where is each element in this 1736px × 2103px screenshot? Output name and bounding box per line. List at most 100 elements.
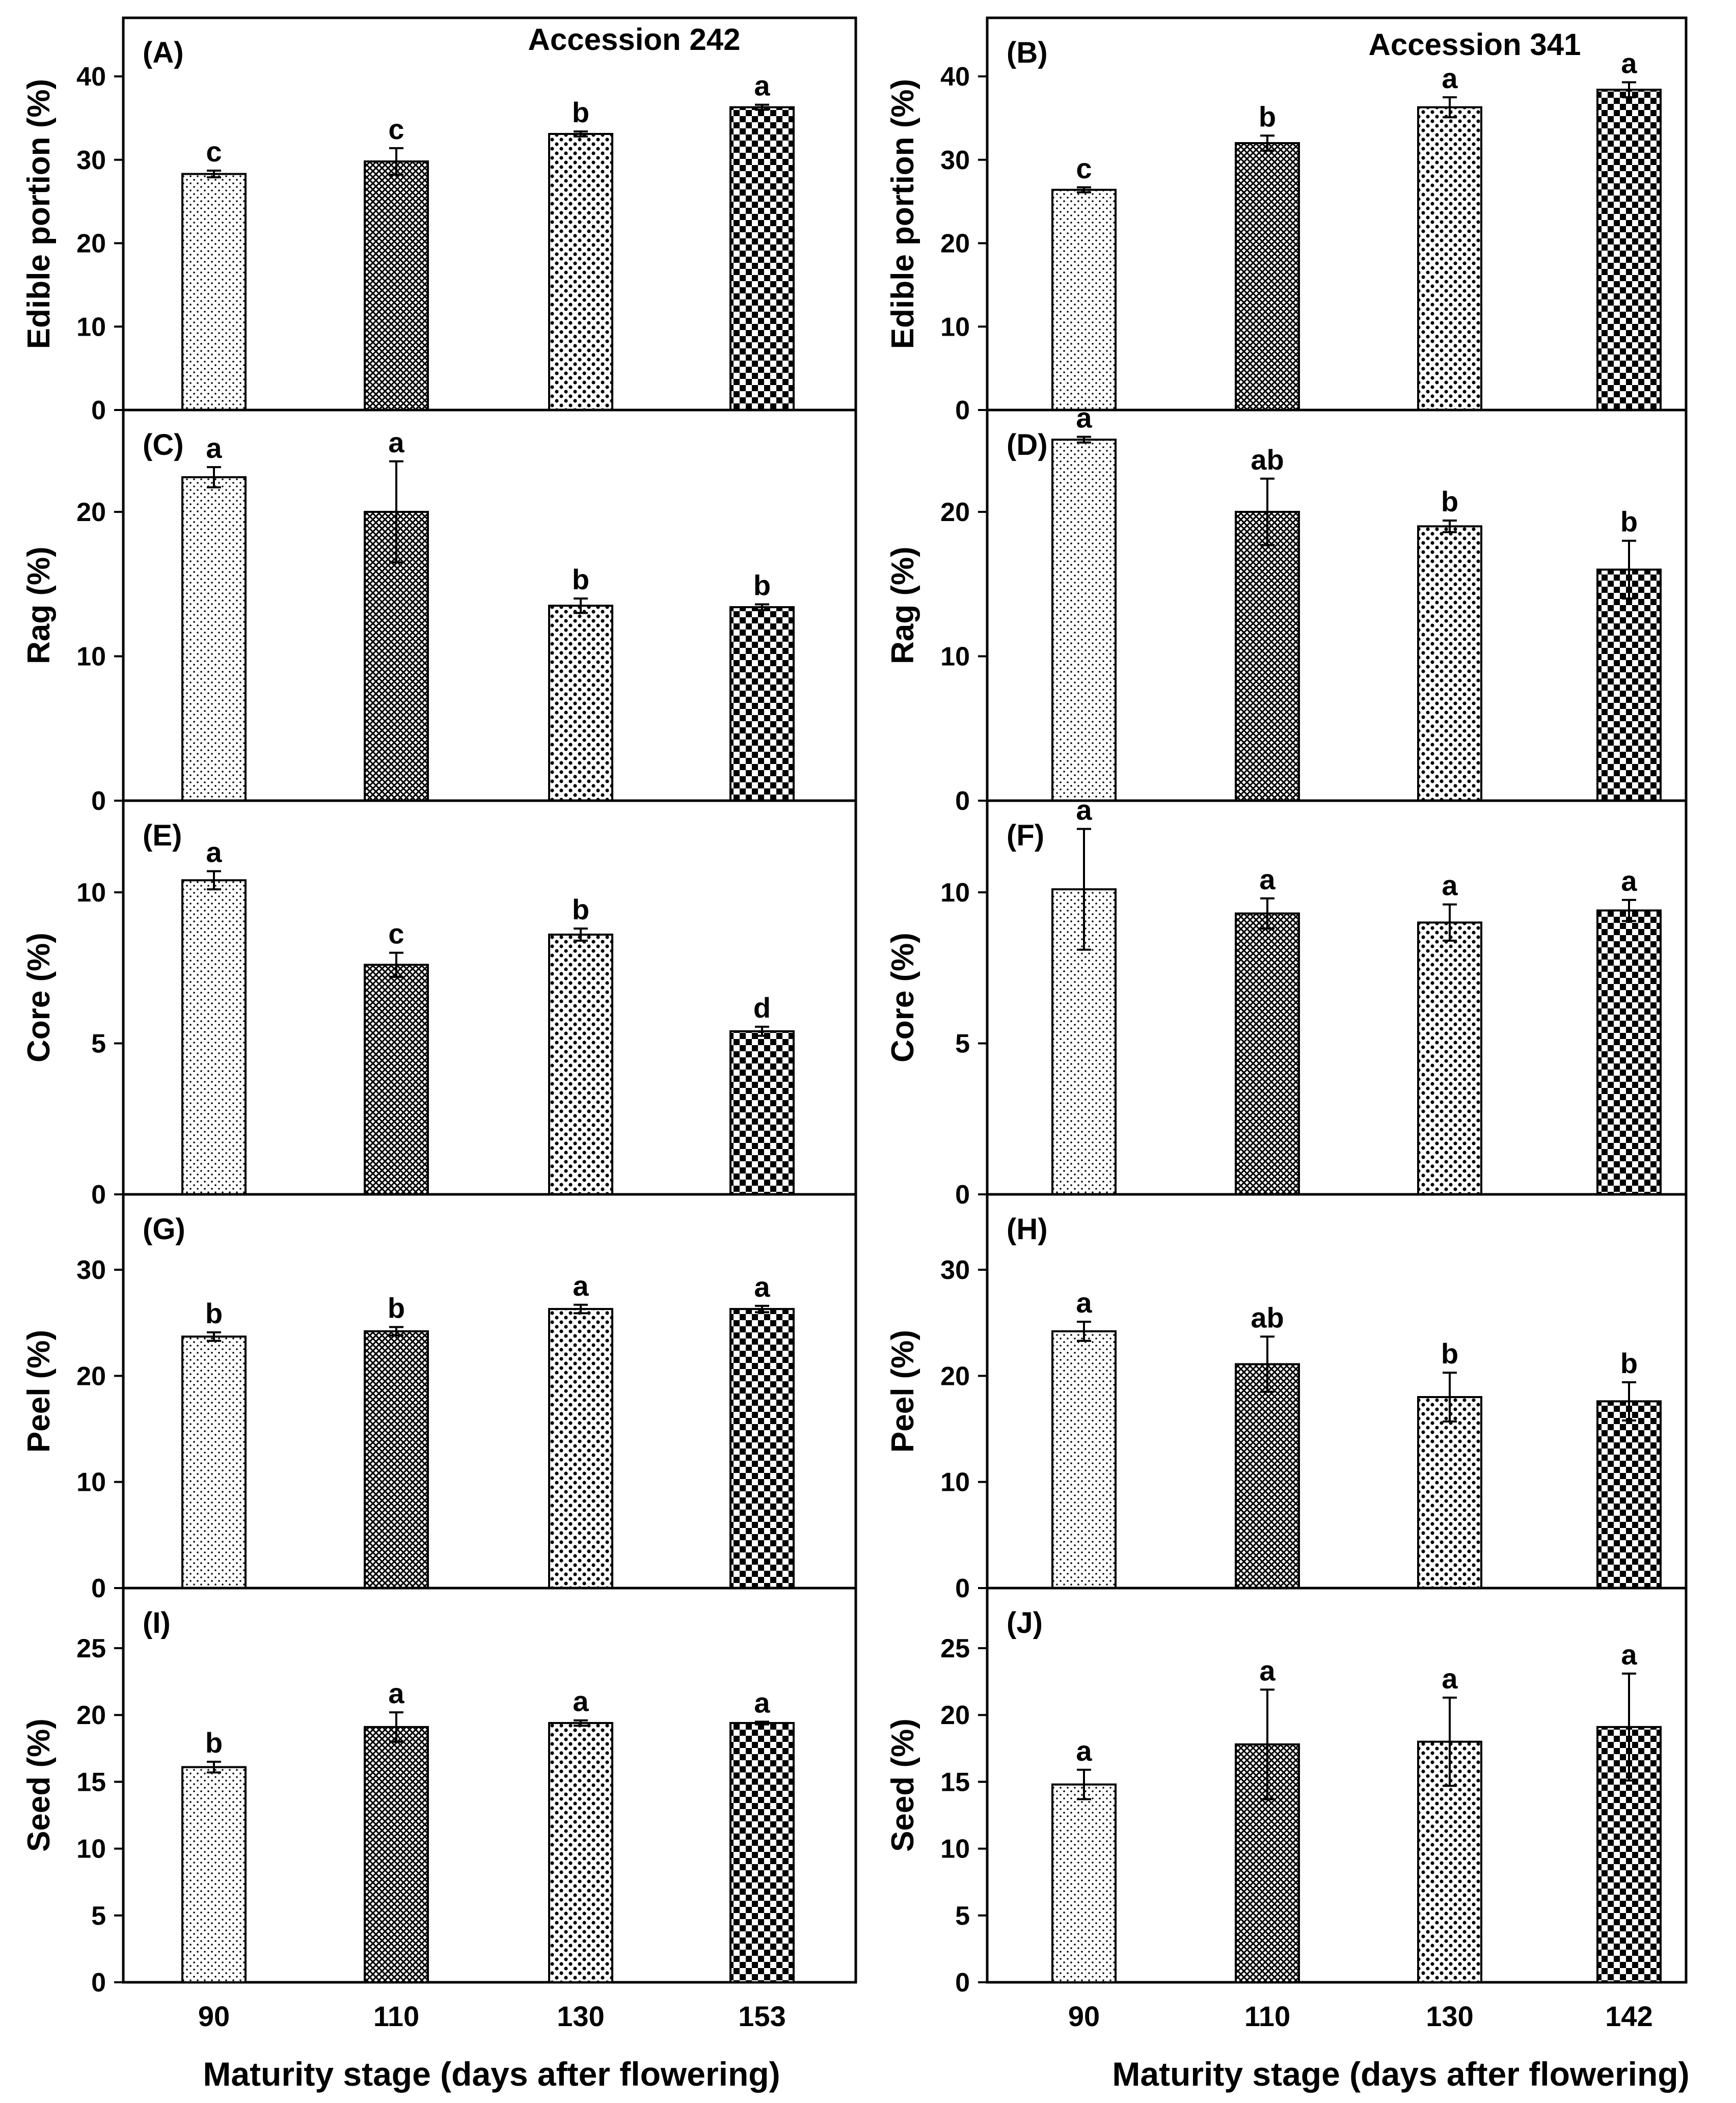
bar-e-130[interactable] <box>548 934 613 1196</box>
panel-b: 0 10 20 30 40 Edible portion (%) (B) c b a a <box>885 16 1688 425</box>
panel-i: 0 5 10 15 20 25 Seed (%) (I) b a a a 90 110 130 153 <box>21 1587 857 2032</box>
y-axis-title-b: Edible portion (%) <box>885 79 920 349</box>
y-tick-label-e-0: 0 <box>91 1180 106 1210</box>
sig-letter-f-110: a <box>1259 863 1276 895</box>
x-tick-label-j-90: 90 <box>1068 2000 1100 2032</box>
bar-g-130[interactable] <box>548 1308 613 1589</box>
panel-label-h: (H) <box>1007 1213 1048 1246</box>
bar-i-153[interactable] <box>729 1722 795 1984</box>
panel-label-i: (I) <box>143 1606 171 1640</box>
bar-a-110[interactable] <box>364 160 429 411</box>
bar-g-153[interactable] <box>729 1308 795 1589</box>
bar-c-153[interactable] <box>729 606 795 802</box>
y-tick-label-i-25: 25 <box>76 1634 106 1663</box>
bar-i-110[interactable] <box>364 1726 429 1983</box>
y-tick-label-j-20: 20 <box>940 1701 970 1730</box>
y-tick-label-c-10: 10 <box>76 642 106 672</box>
sig-letter-j-142: a <box>1621 1638 1637 1671</box>
y-axis-title-d: Rag (%) <box>885 547 920 664</box>
sig-letter-d-142: b <box>1620 506 1638 538</box>
y-tick-label-e-10: 10 <box>76 878 106 908</box>
bar-c-130[interactable] <box>548 605 613 802</box>
y-tick-label-c-20: 20 <box>76 498 106 527</box>
y-axis-title-h: Peel (%) <box>885 1330 920 1453</box>
sig-letter-d-90: a <box>1076 402 1092 434</box>
sig-letter-a-90: c <box>206 135 222 168</box>
panel-a: 0 10 20 30 40 Edible portion (%) (A) c c b a <box>21 16 857 425</box>
sig-letter-h-142: b <box>1620 1347 1638 1379</box>
y-tick-label-j-15: 15 <box>940 1767 970 1797</box>
bar-c-90[interactable] <box>181 476 247 802</box>
panel-label-e: (E) <box>143 819 182 852</box>
sig-letter-a-130: b <box>572 96 589 128</box>
x-tick-label-i-90: 90 <box>198 2000 230 2032</box>
sig-letter-j-130: a <box>1442 1662 1458 1695</box>
accession-title-left: Accession 242 <box>528 22 741 57</box>
sig-letter-e-153: d <box>753 992 771 1024</box>
bar-f-142[interactable] <box>1596 909 1662 1195</box>
sig-letter-e-90: a <box>206 836 222 868</box>
bar-f-130[interactable] <box>1417 921 1482 1196</box>
sig-letter-a-110: c <box>388 113 404 145</box>
bar-a-90[interactable] <box>181 173 247 411</box>
sig-letter-j-90: a <box>1076 1735 1092 1767</box>
bar-e-110[interactable] <box>364 964 429 1195</box>
y-tick-label-i-20: 20 <box>76 1701 106 1730</box>
sig-letter-c-90: a <box>206 432 222 464</box>
sig-letter-g-110: b <box>388 1292 405 1324</box>
bar-i-90[interactable] <box>181 1766 247 1983</box>
panel-frame-j <box>986 1587 1688 1984</box>
y-tick-label-b-30: 30 <box>940 146 970 175</box>
bar-g-110[interactable] <box>364 1330 429 1589</box>
y-tick-label-a-40: 40 <box>76 62 106 92</box>
bar-b-90[interactable] <box>1051 188 1117 411</box>
sig-letter-g-153: a <box>754 1271 770 1303</box>
bar-h-90[interactable] <box>1051 1330 1117 1589</box>
bar-a-130[interactable] <box>548 132 613 411</box>
y-tick-label-j-0: 0 <box>955 1968 970 1998</box>
y-tick-label-a-10: 10 <box>76 312 106 342</box>
bar-d-142[interactable] <box>1596 568 1662 802</box>
bar-g-90[interactable] <box>181 1335 247 1589</box>
y-tick-label-h-30: 30 <box>940 1255 970 1285</box>
y-tick-label-h-0: 0 <box>955 1574 970 1603</box>
y-tick-label-i-0: 0 <box>91 1968 106 1998</box>
y-tick-label-a-20: 20 <box>76 229 106 259</box>
bar-b-130[interactable] <box>1417 106 1482 411</box>
bar-a-153[interactable] <box>729 106 795 411</box>
bar-h-110[interactable] <box>1235 1363 1300 1590</box>
bar-h-142[interactable] <box>1596 1400 1662 1589</box>
bar-j-90[interactable] <box>1051 1783 1117 1983</box>
y-tick-label-i-15: 15 <box>76 1767 106 1797</box>
bar-e-153[interactable] <box>729 1030 795 1196</box>
y-tick-label-g-30: 30 <box>76 1255 106 1285</box>
y-tick-label-h-10: 10 <box>940 1468 970 1497</box>
sig-letter-j-110: a <box>1259 1654 1276 1686</box>
bar-f-110[interactable] <box>1235 912 1300 1195</box>
panel-j: 0 5 10 15 20 25 Seed (%) (J) a a a a 90 110 130 142 <box>885 1587 1688 2032</box>
bar-b-142[interactable] <box>1596 89 1662 411</box>
y-tick-label-i-5: 5 <box>91 1901 106 1931</box>
x-tick-label-i-130: 130 <box>557 2000 604 2032</box>
sig-letter-i-130: a <box>573 1685 589 1717</box>
y-axis-title-a: Edible portion (%) <box>21 79 57 349</box>
bar-d-110[interactable] <box>1235 511 1300 802</box>
y-tick-label-d-0: 0 <box>955 786 970 816</box>
x-axis-title-left: Maturity stage (days after flowering) <box>203 2055 780 2093</box>
bar-d-90[interactable] <box>1051 439 1117 802</box>
panels-layer: 0 10 20 30 40 Edible portion (%) (A) c c b a 0 10 20 3… <box>21 16 1688 2032</box>
bar-d-130[interactable] <box>1417 525 1482 802</box>
bar-b-110[interactable] <box>1235 142 1300 411</box>
panel-f: 0 5 10 Core (%) (F) a a a a <box>885 794 1688 1210</box>
y-tick-label-h-20: 20 <box>940 1361 970 1391</box>
sig-letter-a-153: a <box>754 70 770 102</box>
bar-i-130[interactable] <box>548 1722 613 1984</box>
bar-e-90[interactable] <box>181 879 247 1195</box>
y-tick-label-j-10: 10 <box>940 1835 970 1864</box>
y-tick-label-f-10: 10 <box>940 878 970 908</box>
bar-h-130[interactable] <box>1417 1396 1482 1589</box>
x-tick-label-j-142: 142 <box>1605 2000 1652 2032</box>
y-tick-label-i-10: 10 <box>76 1835 106 1864</box>
